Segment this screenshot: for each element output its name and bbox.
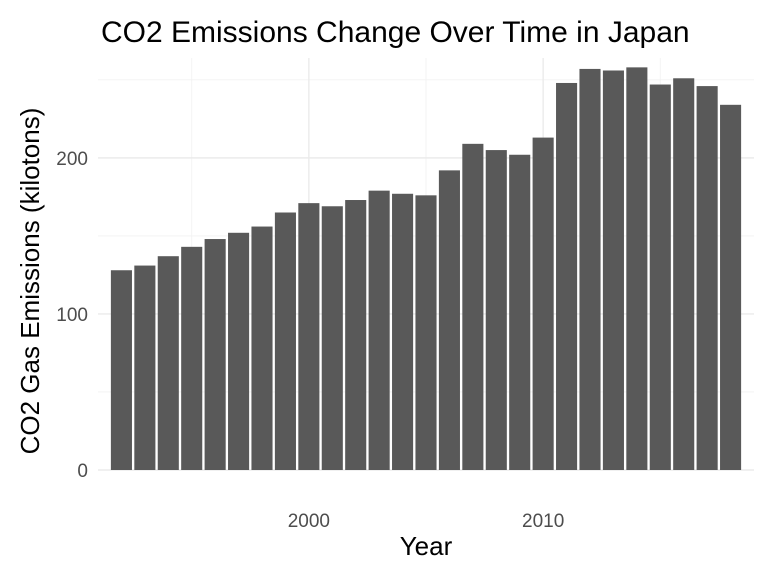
chart-title: CO2 Emissions Change Over Time in Japan bbox=[101, 16, 690, 49]
bar-1999 bbox=[274, 212, 296, 470]
bar-2007 bbox=[462, 143, 484, 471]
bar-2004 bbox=[392, 193, 414, 471]
bar-2017 bbox=[696, 86, 718, 470]
bar-1996 bbox=[204, 239, 226, 470]
y-tick-label: 100 bbox=[56, 305, 88, 326]
bar-2002 bbox=[345, 200, 367, 471]
bar-2008 bbox=[485, 150, 507, 471]
bar-2011 bbox=[556, 82, 578, 470]
y-tick-labels: 0 100 200 bbox=[56, 149, 88, 482]
bars-group bbox=[110, 67, 742, 471]
bar-1994 bbox=[157, 256, 179, 470]
bar-2005 bbox=[415, 195, 437, 471]
x-tick-label: 2000 bbox=[288, 511, 330, 532]
bar-2012 bbox=[579, 68, 601, 470]
bar-2018 bbox=[720, 104, 742, 471]
y-axis-title: CO2 Gas Emissions (kilotons) bbox=[15, 108, 45, 455]
bar-2010 bbox=[532, 137, 554, 470]
bar-2009 bbox=[509, 154, 531, 470]
bar-2006 bbox=[438, 170, 460, 470]
bar-1992 bbox=[110, 270, 132, 470]
x-axis-title: Year bbox=[400, 531, 453, 561]
bar-2003 bbox=[368, 190, 390, 470]
bar-1993 bbox=[134, 265, 156, 470]
bar-1998 bbox=[251, 226, 273, 470]
bar-2000 bbox=[298, 203, 320, 471]
y-tick-label: 200 bbox=[56, 149, 88, 170]
y-tick-label: 0 bbox=[77, 461, 88, 482]
bar-2014 bbox=[626, 67, 648, 470]
x-tick-labels: 2000 2010 bbox=[288, 511, 565, 532]
x-tick-label: 2010 bbox=[522, 511, 564, 532]
bar-1995 bbox=[181, 246, 203, 470]
bar-1997 bbox=[228, 232, 250, 470]
bar-2001 bbox=[321, 206, 343, 470]
bar-2015 bbox=[649, 84, 671, 470]
bar-2016 bbox=[673, 78, 695, 471]
bar-2013 bbox=[602, 70, 624, 470]
